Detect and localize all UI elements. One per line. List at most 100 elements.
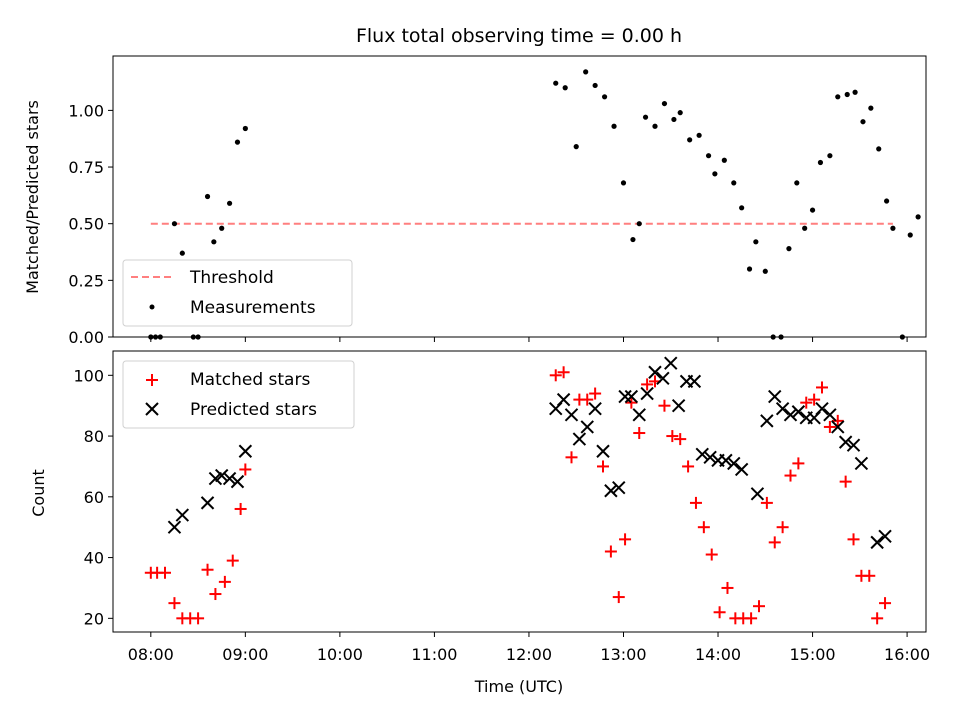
matched-star-point [581,393,594,406]
matched-star-point [847,533,860,546]
measurement-point [562,85,568,91]
measurement-point [234,139,241,145]
bottom-y-tick-label: 60 [84,488,104,507]
matched-star-point [831,414,844,427]
measurement-point [642,114,649,120]
matched-star-point [689,496,702,509]
predicted-star-point [823,408,837,422]
matched-star-point [682,460,695,473]
bottom-y-tick-label: 40 [84,549,104,568]
top-panel-ticks: 0.00 0.25 0.50 0.75 1.00 [68,101,908,347]
measurement-point [677,110,683,116]
predicted-star-point [870,535,884,550]
predicted-star-point [664,356,678,370]
measurement-point [860,119,866,125]
matched-star-point [705,548,718,561]
top-legend: Threshold Measurements [122,259,353,327]
measurement-point [171,221,178,227]
measurement-point [179,250,185,256]
matched-star-point [666,430,679,443]
measurement-point [712,171,718,177]
top-y-tick-label: 0.50 [68,215,104,234]
predicted-star-point [734,462,749,477]
bottom-x-tick-label: 13:00 [600,645,646,664]
matched-star-point [823,420,836,433]
measurement-point [852,89,858,95]
bottom-legend-predicted-label: Predicted stars [190,400,317,420]
predicted-star-point [238,444,253,458]
top-y-tick-label: 0.25 [68,271,104,290]
measurement-point [696,132,702,138]
matched-star-point [597,460,610,473]
matched-star-point [792,457,805,470]
matched-star-point [201,563,214,576]
measurement-point [592,82,598,89]
predicted-star-point [671,398,686,413]
matched-star-point [633,427,646,440]
measurement-point [226,200,233,206]
top-panel-marks [148,69,921,340]
predicted-star-point [215,468,229,483]
predicted-star-point [175,508,190,522]
top-legend-threshold-label: Threshold [189,268,274,288]
matched-star-point [549,369,562,382]
measurement-point [219,225,225,231]
matched-star-point [745,612,758,625]
measurement-point [817,159,824,166]
matched-star-point [168,597,181,610]
bottom-x-tick-label: 15:00 [790,645,836,664]
measurement-point [687,137,693,143]
measurement-point [211,239,217,245]
measurement-point [601,94,608,100]
predicted-star-point [703,450,717,465]
matched-star-point [674,433,687,446]
matched-star-point [658,399,671,412]
predicted-star-point [200,496,215,510]
matched-star-point [816,381,829,394]
top-panel-ylabel: Matched/Predicted stars [23,100,42,294]
predicted-star-point [580,420,594,434]
measurement-point [731,180,737,186]
predicted-star-point [831,420,845,434]
matched-star-point [713,606,726,619]
measurement-point [827,153,833,159]
measurement-point [242,125,248,132]
predicted-star-point [564,408,579,422]
matched-star-point [612,591,625,604]
matched-star-point [234,502,247,515]
bottom-x-tick-label: 14:00 [695,645,741,664]
measurement-point [630,236,636,243]
top-y-tick-label: 0.75 [68,158,104,177]
bottom-legend-box [122,360,355,429]
matched-star-point [619,533,632,546]
measurement-point [907,232,913,238]
top-y-tick-label: 1.00 [68,101,104,120]
predicted-star-point [791,405,806,419]
measurement-point [746,266,753,272]
matched-star-point [641,378,654,391]
matched-star-point [768,536,781,549]
predicted-star-point [572,432,587,446]
predicted-star-point [838,435,853,449]
measurement-point [739,205,745,211]
predicted-star-point [854,456,869,471]
measurement-point [809,207,816,213]
predicted-star-point [556,392,571,407]
predicted-star-point [750,487,765,501]
measurement-point [915,214,921,220]
bottom-panel-marks [144,356,892,625]
predicted-star-point [618,389,632,404]
bottom-legend-predicted-swatch [145,402,159,416]
matched-star-point [839,475,852,488]
predicted-star-point [624,389,639,404]
measurement-point [573,144,579,150]
matched-star-point [784,469,797,482]
predicted-star-point [656,371,670,386]
predicted-star-point [760,414,774,428]
matched-star-point [226,554,239,567]
predicted-star-point [768,389,782,404]
bottom-y-tick-label: 20 [84,609,104,628]
bottom-x-tick-label: 16:00 [884,645,930,664]
matched-star-point [879,597,892,610]
